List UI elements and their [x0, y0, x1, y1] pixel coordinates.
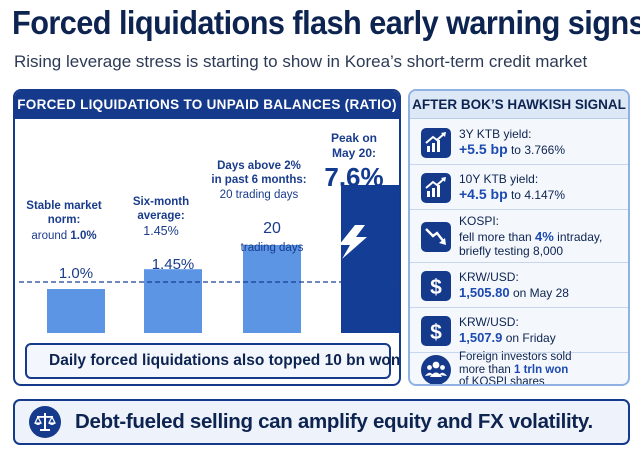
signal-detail: intraday, [553, 229, 603, 244]
signal-label: KOSPI: [459, 213, 500, 228]
bar-label-six-month: 1.45% [152, 256, 195, 273]
days-note-line1: Days above 2% [217, 160, 301, 172]
note-text: Daily forced liquidations also topped 10… [49, 352, 401, 369]
headline: Forced liquidations flash early warning … [12, 4, 640, 41]
signal-value: +4.5 bp [459, 186, 508, 203]
takeaway-text: Debt-fueled selling can amplify equity a… [75, 410, 593, 433]
subheadline: Rising leverage stress is starting to sh… [14, 52, 588, 71]
days-note-line3: 20 trading days [220, 189, 299, 201]
dollar-icon: $ [421, 315, 451, 346]
liquidation-ratio-chart: Stable market norm: around 1.0% Six-mont… [19, 131, 399, 333]
signal-detail: to 3.766% [507, 143, 566, 158]
signal-value: 1 trln won [513, 363, 569, 376]
svg-text:$: $ [430, 321, 442, 344]
panel-title: FORCED LIQUIDATIONS TO UNPAID BALANCES (… [15, 91, 399, 119]
peak-value-label: 7.6% [324, 162, 383, 192]
stable-note-line2: norm: [48, 214, 81, 226]
signal-row-kospi: KOSPI: fell more than 4% intraday, brief… [410, 211, 628, 263]
takeaway-banner: Debt-fueled selling can amplify equity a… [13, 399, 630, 445]
bar-label-days-value: 20 [263, 220, 281, 237]
bar-label-stable: 1.0% [59, 265, 93, 282]
peak-note-line2: May 20: [332, 146, 376, 160]
signal-label: Foreign investors sold [459, 350, 572, 363]
signal-detail: fell more than [459, 229, 536, 244]
signal-row-10y-ktb: 10Y KTB yield: +4.5 bp to 4.147% [410, 166, 628, 210]
signal-label: KRW/USD: [459, 315, 519, 330]
signal-label: KRW/USD: [459, 270, 519, 285]
signal-detail: on Friday [502, 330, 556, 345]
stable-note-line1: Stable market [26, 200, 102, 212]
dollar-icon: $ [421, 270, 451, 301]
signal-row-foreign-investors: Foreign investors sold more than 1 trln … [410, 350, 628, 386]
signal-detail: on May 28 [509, 285, 569, 300]
bok-signal-panel: AFTER BOK’S HAWKISH SIGNAL 3Y KTB yield:… [408, 89, 630, 386]
bar-stable-norm [47, 289, 105, 333]
lightning-icon [339, 225, 367, 259]
signal-detail: briefly testing 8,000 [459, 244, 564, 259]
six-month-note-line3: 1.45% [143, 224, 178, 238]
six-month-note-line1: Six-month [133, 196, 189, 208]
signal-value: 1,507.9 [459, 329, 503, 345]
days-note-line2: in past 6 months: [211, 174, 306, 186]
chart-up-icon [421, 127, 451, 158]
signal-detail: more than [459, 363, 514, 376]
stable-note-line3: around 1.0% [31, 230, 96, 242]
signal-detail: to 4.147% [507, 188, 566, 203]
signal-row-krw-usd-may28: $ KRW/USD: 1,505.80 on May 28 [410, 264, 628, 308]
signal-row-krw-usd-friday: $ KRW/USD: 1,507.9 on Friday [410, 309, 628, 353]
daily-liquidations-note: Daily forced liquidations also topped 10… [25, 343, 399, 379]
signal-value: +5.5 bp [459, 141, 508, 158]
peak-note-line1: Peak on [331, 131, 377, 145]
chart-up-icon [421, 172, 451, 203]
signal-row-3y-ktb: 3Y KTB yield: +5.5 bp to 3.766% [410, 121, 628, 165]
investors-icon [421, 355, 451, 384]
signal-label: 3Y KTB yield: [459, 126, 532, 141]
signal-detail: of KOSPI shares [459, 376, 545, 386]
bar-six-month-average [144, 269, 202, 333]
panel-title: AFTER BOK’S HAWKISH SIGNAL [410, 91, 628, 119]
signal-value: 4% [535, 228, 554, 244]
signal-label: 10Y KTB yield: [459, 171, 539, 186]
bar-days-above-2pct [243, 245, 301, 333]
chart-down-icon [421, 221, 451, 252]
six-month-note-line2: average: [137, 210, 184, 222]
svg-text:$: $ [430, 276, 442, 299]
bar-label-days-unit: trading days [241, 242, 304, 254]
forced-liquidations-panel: FORCED LIQUIDATIONS TO UNPAID BALANCES (… [13, 89, 401, 386]
signal-value: 1,505.80 [459, 284, 510, 300]
scales-icon [29, 406, 61, 438]
bar-peak-may-20 [341, 185, 399, 333]
